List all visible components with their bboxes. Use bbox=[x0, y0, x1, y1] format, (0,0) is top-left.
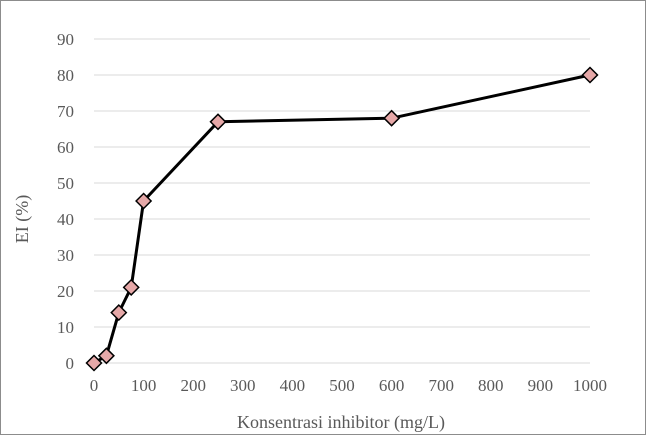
data-point bbox=[110, 304, 128, 322]
x-tick-label: 300 bbox=[230, 376, 256, 395]
x-tick-label: 500 bbox=[329, 376, 355, 395]
y-axis-title: EI (%) bbox=[12, 195, 33, 243]
grid bbox=[94, 38, 590, 364]
x-tick-label: 1000 bbox=[573, 376, 607, 395]
x-tick-label: 700 bbox=[428, 376, 454, 395]
x-tick-label: 400 bbox=[280, 376, 306, 395]
y-tick-label: 90 bbox=[57, 30, 74, 49]
y-tick-label: 0 bbox=[66, 354, 75, 373]
x-tick-label: 800 bbox=[478, 376, 504, 395]
x-tick-label: 900 bbox=[528, 376, 554, 395]
data-point bbox=[97, 347, 115, 365]
series-line bbox=[93, 73, 591, 365]
data-point bbox=[209, 113, 227, 131]
data-point bbox=[85, 354, 103, 372]
data-point bbox=[383, 109, 401, 127]
x-axis-title: Konsentrasi inhibitor (mg/L) bbox=[237, 412, 445, 433]
y-tick-label: 30 bbox=[57, 246, 74, 265]
y-tick-label: 60 bbox=[57, 138, 74, 157]
x-tick-label: 0 bbox=[90, 376, 99, 395]
x-axis-ticks: 0 100 200 300 400 500 600 700 800 900 1000 bbox=[90, 376, 607, 395]
data-point bbox=[122, 278, 140, 296]
data-point bbox=[135, 192, 153, 210]
x-tick-label: 200 bbox=[180, 376, 206, 395]
y-tick-label: 40 bbox=[57, 210, 74, 229]
x-tick-label: 100 bbox=[131, 376, 157, 395]
y-tick-label: 50 bbox=[57, 174, 74, 193]
data-point bbox=[581, 66, 599, 84]
y-tick-label: 20 bbox=[57, 282, 74, 301]
y-tick-label: 70 bbox=[57, 102, 74, 121]
y-tick-label: 80 bbox=[57, 66, 74, 85]
y-axis-ticks: 0 10 20 30 40 50 60 70 80 90 bbox=[57, 30, 74, 373]
x-tick-label: 600 bbox=[379, 376, 405, 395]
y-tick-label: 10 bbox=[57, 318, 74, 337]
series bbox=[85, 66, 599, 372]
